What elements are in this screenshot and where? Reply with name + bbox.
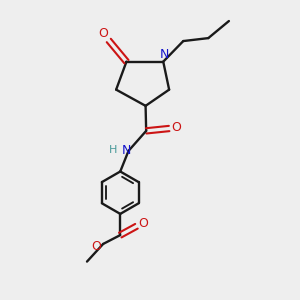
Text: N: N [122, 144, 131, 157]
Text: O: O [171, 122, 181, 134]
Text: O: O [138, 217, 148, 230]
Text: O: O [98, 28, 108, 40]
Text: O: O [91, 240, 101, 253]
Text: H: H [109, 145, 117, 155]
Text: N: N [160, 48, 169, 61]
